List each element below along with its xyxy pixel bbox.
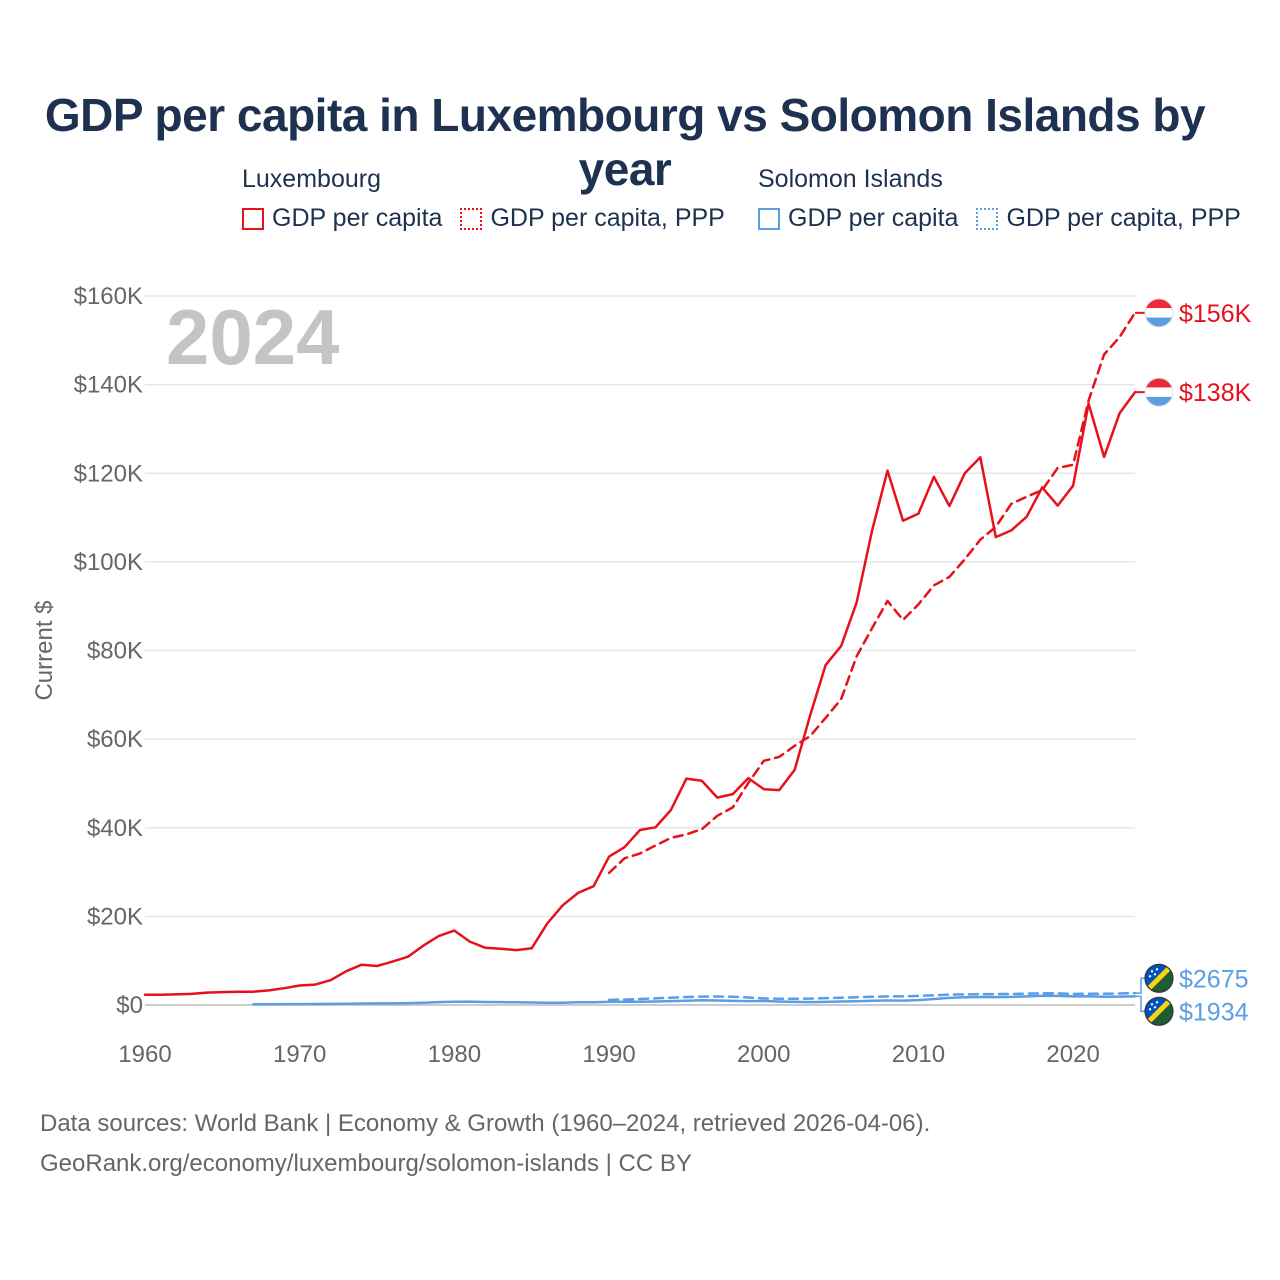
x-tick-label: 2010 bbox=[892, 1041, 945, 1068]
x-tick-label: 2020 bbox=[1046, 1041, 1099, 1068]
legend-group-name: Solomon Islands bbox=[758, 165, 943, 193]
solomon-islands-flag-icon bbox=[1144, 996, 1174, 1026]
series-line-luxembourg-gdp-per-capita-ppp bbox=[607, 311, 1137, 875]
end-value-label: $2675 bbox=[1179, 965, 1249, 993]
legend-label: GDP per capita, PPP bbox=[490, 204, 725, 232]
y-tick-label: $40K bbox=[87, 815, 143, 842]
legend-item-sol-gdp[interactable]: GDP per capita bbox=[758, 204, 958, 233]
footer-sources: Data sources: World Bank | Economy & Gro… bbox=[40, 1110, 931, 1137]
series-line-solomon-islands-gdp-per-capita-ppp bbox=[607, 991, 1137, 1002]
axis-layer: $0 $20K $40K $60K $80K $100K $120K $140K $160K 19… bbox=[31, 283, 1100, 1068]
series-line-solomon-islands-gdp-per-capita bbox=[252, 994, 1137, 1006]
legend-group-name: Luxembourg bbox=[242, 165, 381, 193]
x-tick-label: 1990 bbox=[582, 1041, 635, 1068]
y-tick-label: $160K bbox=[74, 283, 143, 310]
legend-item-sol-ppp[interactable]: GDP per capita, PPP bbox=[976, 204, 1241, 233]
legend-label: GDP per capita, PPP bbox=[1006, 204, 1241, 232]
legend-group-solomon-islands: Solomon Islands GDP per capita GDP per c… bbox=[758, 162, 1259, 233]
end-value-label: $156K bbox=[1179, 300, 1252, 328]
y-tick-label: $140K bbox=[74, 372, 143, 399]
legend-label: GDP per capita bbox=[272, 204, 443, 232]
end-label-layer: $138K $156K $2675 $1934 bbox=[1135, 298, 1252, 1026]
luxembourg-flag-icon bbox=[1144, 377, 1174, 407]
y-tick-label: $0 bbox=[116, 992, 143, 1019]
grid-layer bbox=[145, 295, 1135, 1006]
x-tick-label: 2000 bbox=[737, 1041, 790, 1068]
legend-swatch bbox=[976, 207, 999, 230]
x-tick-label: 1970 bbox=[273, 1041, 326, 1068]
series-layer bbox=[143, 311, 1137, 1006]
end-value-label: $1934 bbox=[1179, 998, 1249, 1026]
chart-title: GDP per capita in Luxembourg vs Solomon … bbox=[44, 89, 1206, 195]
footer: Data sources: World Bank | Economy & Gro… bbox=[40, 1104, 930, 1184]
luxembourg-flag-icon bbox=[1144, 298, 1174, 328]
y-tick-label: $120K bbox=[74, 460, 143, 487]
legend-swatch bbox=[242, 207, 264, 230]
legend-group-luxembourg: Luxembourg GDP per capita GDP per capita… bbox=[242, 162, 743, 233]
footer-link[interactable]: GeoRank.org/economy/luxembourg/solomon-i… bbox=[40, 1150, 692, 1177]
y-tick-label: $60K bbox=[87, 726, 143, 753]
x-tick-label: 1980 bbox=[428, 1041, 481, 1068]
end-connector bbox=[1135, 977, 1145, 994]
series-line-luxembourg-gdp-per-capita bbox=[143, 390, 1137, 997]
solomon-islands-flag-icon bbox=[1144, 963, 1174, 993]
y-tick-label: $100K bbox=[74, 549, 143, 576]
y-axis-title: Current $ bbox=[31, 600, 58, 700]
legend-item-lux-gdp[interactable]: GDP per capita bbox=[242, 204, 442, 233]
legend-swatch bbox=[460, 207, 483, 230]
legend-label: GDP per capita bbox=[788, 204, 959, 232]
legend-swatch bbox=[758, 207, 780, 230]
end-connector bbox=[1135, 995, 1145, 1013]
y-tick-label: $80K bbox=[87, 638, 143, 665]
y-tick-label: $20K bbox=[87, 903, 143, 930]
x-tick-label: 1960 bbox=[118, 1041, 171, 1068]
legend-item-lux-ppp[interactable]: GDP per capita, PPP bbox=[460, 204, 725, 233]
year-overlay: 2024 bbox=[166, 293, 340, 381]
end-value-label: $138K bbox=[1179, 379, 1252, 407]
